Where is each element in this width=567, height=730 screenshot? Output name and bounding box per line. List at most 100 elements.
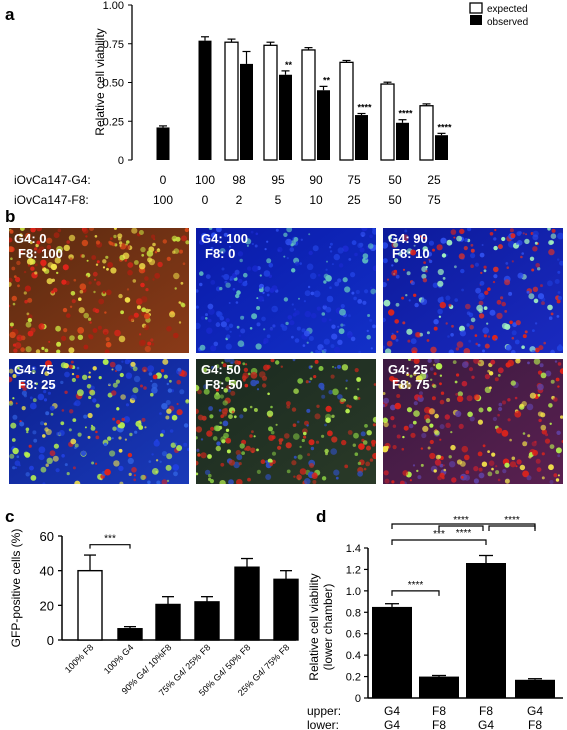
micrograph-label-g4: G4: 75 <box>14 362 54 377</box>
x-tick-label-upper: F8 <box>432 704 446 718</box>
bar <box>273 578 299 641</box>
micrograph-image <box>196 228 376 353</box>
micrograph-label: G4: 90 F8: 10 <box>388 231 430 261</box>
micrograph-label: G4: 0 F8: 100 <box>14 231 63 261</box>
bar-observed <box>240 63 253 160</box>
significance-bracket <box>391 539 487 545</box>
y-axis-label: GFP-positive cells (%) <box>9 529 23 648</box>
y-tick-label: 0.50 <box>103 78 124 90</box>
legend-label-observed: observed <box>487 17 528 28</box>
micrograph-label-g4: G4: 25 <box>388 362 428 377</box>
micrograph-label: G4: 25 F8: 75 <box>388 362 430 392</box>
micrograph-label-f8: F8: 0 <box>205 246 236 261</box>
micrograph-label-f8: F8: 50 <box>205 377 243 392</box>
significance-label: *** <box>433 529 445 540</box>
x-tick-label-f8: 75 <box>427 193 441 207</box>
significance-bracket <box>488 525 536 531</box>
y-tick-label: 1.0 <box>346 586 361 598</box>
y-tick-label: 0.25 <box>103 116 124 128</box>
bar <box>515 679 555 698</box>
significance-label: **** <box>456 528 472 539</box>
x-tick-label-lower: G4 <box>384 718 400 730</box>
significance-label: *** <box>104 534 116 545</box>
chart-c: 0 20 40 60 GFP-positive cells (%) 100% F8 100%… <box>9 529 299 698</box>
significance-label: **** <box>398 109 413 119</box>
y-tick-label: 0 <box>118 155 124 167</box>
y-axis-label: Relative cell viability <box>307 573 321 680</box>
bar <box>194 601 220 641</box>
x-tick-label-g4: 98 <box>232 173 246 187</box>
micrograph-label-f8: F8: 25 <box>18 377 56 392</box>
bar-observed <box>156 127 170 160</box>
bar-observed <box>317 90 330 160</box>
micrograph-background <box>9 359 189 484</box>
y-tick-label: 1.00 <box>103 0 124 12</box>
y-tick-label: 60 <box>40 529 54 544</box>
micrograph-label: G4: 100 F8: 0 <box>201 231 248 261</box>
significance-bracket <box>438 525 484 531</box>
micrograph-image <box>9 228 189 353</box>
x-tick-label-g4: 90 <box>309 173 323 187</box>
panel-label-c: c <box>5 507 15 526</box>
micrograph-image <box>383 228 563 353</box>
chart-d: 0 0.2 0.4 0.6 0.8 1.0 1.2 1.4 Relative cell viab… <box>307 515 563 730</box>
x-tick-label-f8: 50 <box>388 193 402 207</box>
y-tick-label: 1.2 <box>346 564 361 576</box>
micrograph-label-f8: F8: 10 <box>392 246 430 261</box>
panel-label-b: b <box>5 207 16 226</box>
chart-a: 0 0.25 0.50 0.75 1.00 Relative cell viability… <box>14 0 528 207</box>
legend-swatch-observed <box>470 15 482 25</box>
bar <box>117 628 143 641</box>
panel-label-a: a <box>5 5 15 24</box>
x-tick-label-g4: 95 <box>271 173 285 187</box>
x-tick-label-lower: F8 <box>432 718 446 730</box>
bar-observed <box>279 74 292 160</box>
x-tick-label-upper: G4 <box>384 704 400 718</box>
bar-observed <box>198 40 212 160</box>
x-tick-label-lower: G4 <box>478 718 494 730</box>
significance-bracket <box>391 590 440 596</box>
bar-expected <box>380 83 395 161</box>
bar-expected <box>339 61 354 161</box>
micrograph-grid: G4: 0 F8: 100 G4: 100 F8: 0 G4: 90 F8: 10 G4: … <box>9 228 563 492</box>
bar-observed <box>355 115 368 160</box>
significance-label: **** <box>408 580 424 591</box>
row-label-lower: lower: <box>307 718 339 730</box>
legend-label-expected: expected <box>487 4 528 15</box>
micrograph-tile: G4: 100 F8: 0 <box>196 228 376 353</box>
y-tick-label: 0.6 <box>346 629 361 641</box>
y-tick-label: 20 <box>40 598 54 613</box>
significance-label: **** <box>437 122 452 132</box>
x-tick-label-f8: 10 <box>309 193 323 207</box>
y-tick-label: 0.75 <box>103 39 124 51</box>
significance-label: **** <box>453 515 469 526</box>
micrograph-background <box>383 359 563 484</box>
micrograph-image <box>383 359 563 484</box>
x-tick-label-f8: 100 <box>153 193 173 207</box>
panel-label-d: d <box>316 507 327 526</box>
y-tick-label: 0.4 <box>346 650 361 662</box>
significance-label: ** <box>323 75 331 85</box>
x-tick-label-g4: 25 <box>427 173 441 187</box>
y-tick-label: 0.8 <box>346 607 361 619</box>
bar <box>419 676 459 698</box>
x-tick-label-f8: 25 <box>347 193 361 207</box>
bar-expected <box>419 105 434 161</box>
x-tick-label-g4: 100 <box>195 173 215 187</box>
micrograph-label-g4: G4: 0 <box>14 231 47 246</box>
bar <box>155 603 181 641</box>
y-tick-label: 0 <box>355 693 361 705</box>
row-label-g4: iOvCa147-G4: <box>14 173 91 187</box>
significance-bracket <box>89 544 131 549</box>
bar-expected <box>301 49 316 161</box>
x-tick-label: 100% G4 <box>102 642 136 676</box>
x-tick-label: 100% F8 <box>63 642 96 675</box>
bar <box>466 563 506 698</box>
y-tick-label: 0 <box>47 633 54 648</box>
y-tick-label: 40 <box>40 564 54 579</box>
x-tick-label-g4: 50 <box>388 173 402 187</box>
micrograph-tile: G4: 50 F8: 50 <box>196 359 376 484</box>
micrograph-label-f8: F8: 100 <box>18 246 63 261</box>
x-tick-label-lower: F8 <box>528 718 542 730</box>
significance-label: ** <box>285 60 293 70</box>
